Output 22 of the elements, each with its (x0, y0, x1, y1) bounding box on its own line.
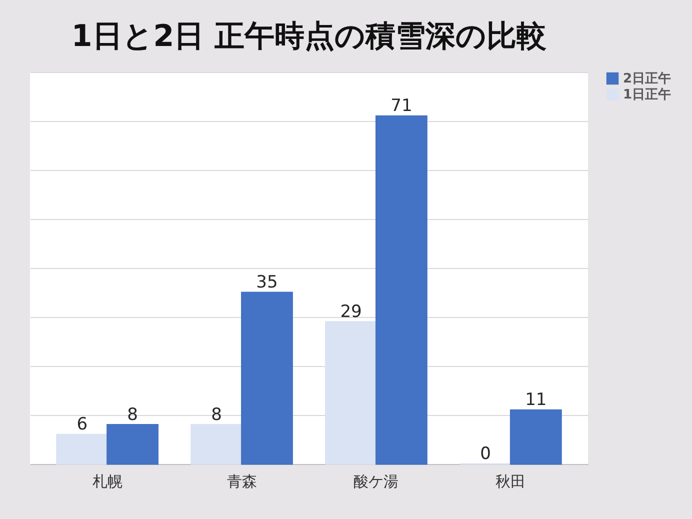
x-tick-label: 酸ケ湯 (354, 472, 399, 490)
data-label: 0 (480, 444, 491, 464)
data-label: 6 (76, 414, 88, 435)
chart-title: 1日と2日 正午時点の積雪深の比較 (71, 19, 547, 54)
data-label: 29 (340, 302, 362, 322)
legend-label: 1日正午 (623, 88, 672, 102)
data-label: 8 (211, 404, 222, 425)
legend-label: 2日正午 (623, 72, 672, 86)
data-label: 8 (127, 404, 138, 425)
bar (56, 434, 108, 465)
x-tick-label: 札幌 (92, 472, 122, 490)
x-tick-label: 青森 (226, 472, 257, 490)
bar (241, 292, 293, 465)
bar (510, 409, 562, 465)
bar (375, 115, 428, 465)
data-label: 71 (390, 96, 412, 116)
data-label: 35 (256, 272, 278, 292)
x-tick-label: 秋田 (496, 472, 526, 490)
bar (190, 424, 243, 465)
data-label: 11 (525, 390, 547, 410)
bar (106, 424, 158, 465)
bar (325, 321, 377, 465)
